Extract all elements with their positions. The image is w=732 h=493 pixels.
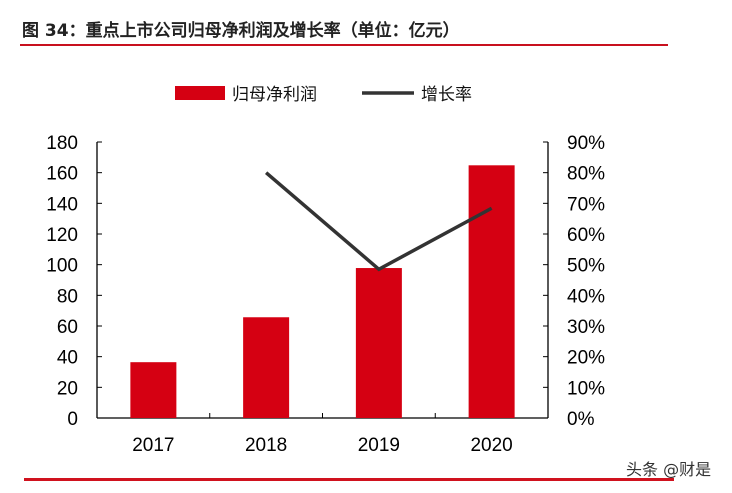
right-tick-label: 40% — [567, 286, 605, 307]
right-tick-label: 50% — [567, 256, 605, 277]
bar-2017 — [130, 362, 177, 418]
title-underline — [20, 44, 668, 46]
x-tick-label: 2017 — [132, 435, 174, 456]
right-tick-label: 90% — [567, 133, 605, 154]
x-tick-label: 2020 — [470, 435, 512, 456]
right-tick-label: 20% — [567, 348, 605, 369]
right-tick-label: 0% — [567, 409, 595, 430]
left-tick-label: 160 — [46, 164, 78, 185]
left-tick-label: 140 — [46, 194, 78, 215]
bar-2018 — [243, 317, 290, 418]
bottom-rule — [24, 478, 674, 481]
chart-title: 图 34：重点上市公司归母净利润及增长率（单位：亿元） — [22, 21, 460, 41]
left-tick-label: 100 — [46, 256, 78, 277]
legend-label-bar: 归母净利润 — [232, 85, 317, 105]
bar-2020 — [468, 165, 515, 418]
right-tick-label: 10% — [567, 378, 605, 399]
x-tick-label: 2019 — [358, 435, 400, 456]
x-tick-label: 2018 — [245, 435, 287, 456]
left-tick-label: 20 — [57, 378, 78, 399]
left-tick-label: 60 — [57, 317, 78, 338]
right-tick-label: 70% — [567, 194, 605, 215]
legend-swatch-bar — [175, 86, 225, 100]
right-tick-label: 60% — [567, 225, 605, 246]
left-tick-label: 40 — [57, 348, 78, 369]
growth-rate-line — [264, 171, 493, 272]
bar-2019 — [355, 268, 402, 418]
left-tick-label: 0 — [67, 409, 78, 430]
left-tick-label: 120 — [46, 225, 78, 246]
left-tick-label: 80 — [57, 286, 78, 307]
left-tick-label: 180 — [46, 133, 78, 154]
right-tick-label: 80% — [567, 164, 605, 185]
watermark: 头条 @财是 — [626, 460, 712, 479]
legend-label-line: 增长率 — [421, 85, 472, 105]
right-tick-label: 30% — [567, 317, 605, 338]
